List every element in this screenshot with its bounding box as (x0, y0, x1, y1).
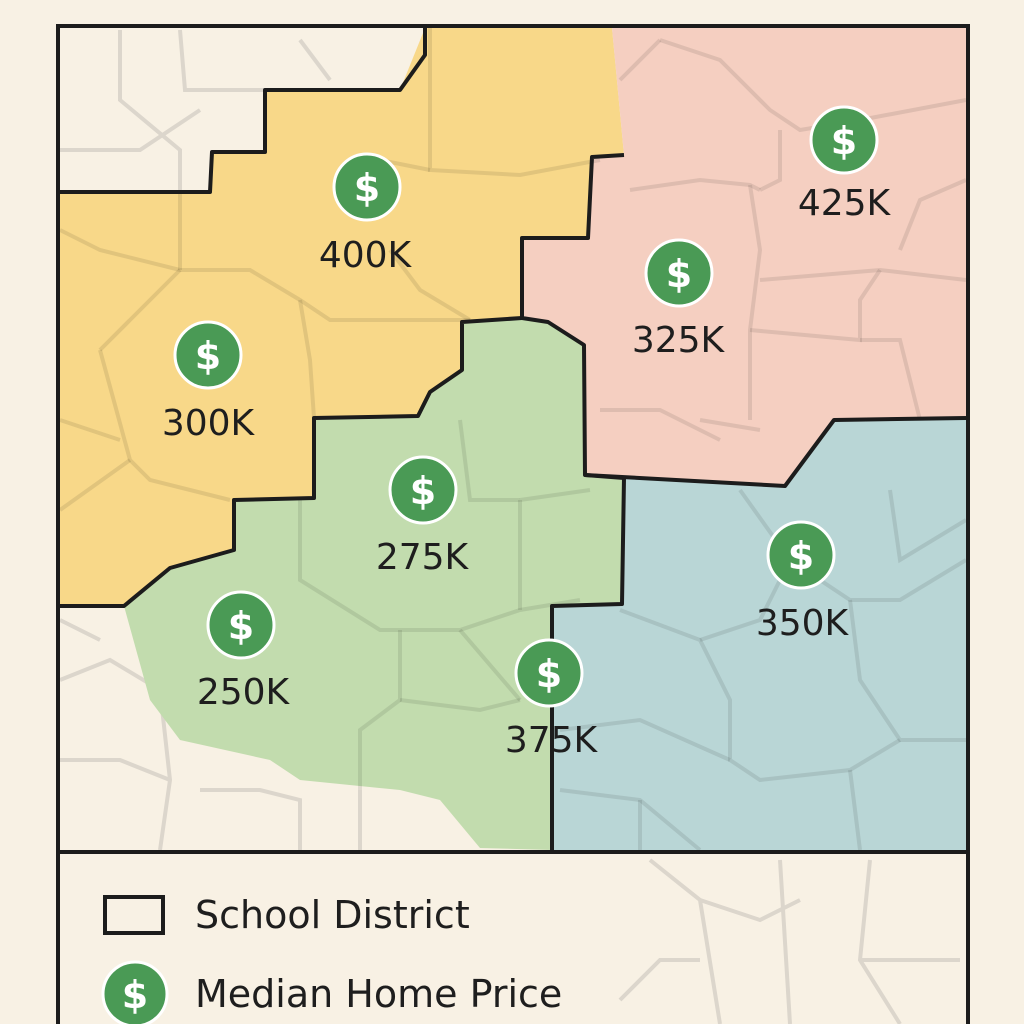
svg-text:$: $ (831, 119, 857, 163)
price-marker-325k: $325K (632, 238, 726, 361)
price-marker-300k: $300K (162, 320, 256, 444)
dollar-icon: $ (332, 152, 402, 222)
district-green (124, 318, 624, 850)
price-label: 250K (197, 672, 291, 713)
background-streets (59, 29, 960, 1024)
price-marker-400k: $400K (319, 152, 413, 276)
price-marker-375k: $375K (505, 638, 599, 761)
svg-text:$: $ (354, 166, 380, 210)
dollar-icon: $ (514, 638, 584, 708)
district-outline-icon (103, 895, 165, 935)
price-label: 325K (632, 320, 726, 361)
price-label: 350K (756, 603, 850, 644)
svg-text:$: $ (536, 652, 562, 696)
dollar-icon: $ (644, 238, 714, 308)
district-blue (552, 418, 966, 850)
price-marker-250k: $250K (197, 590, 291, 713)
price-label: 300K (162, 403, 256, 444)
dollar-icon: $ (766, 520, 836, 590)
price-label: 275K (376, 537, 470, 578)
svg-text:$: $ (122, 973, 148, 1017)
svg-text:$: $ (410, 469, 436, 513)
price-label: 400K (319, 235, 413, 276)
dollar-icon: $ (101, 960, 169, 1024)
price-marker-275k: $275K (376, 455, 470, 578)
svg-text:$: $ (788, 534, 814, 578)
price-marker-425k: $425K (798, 105, 892, 224)
dollar-icon: $ (173, 320, 243, 390)
svg-text:$: $ (195, 334, 221, 378)
district-streets (58, 28, 968, 852)
svg-text:$: $ (228, 604, 254, 648)
price-marker-350k: $350K (756, 520, 850, 644)
price-label: 375K (505, 720, 599, 761)
legend-median-home-price-label: Median Home Price (195, 972, 562, 1016)
price-label: 425K (798, 183, 892, 224)
dollar-icon: $ (809, 105, 879, 175)
district-yellow (60, 28, 624, 606)
legend: School District $ Median Home Price (56, 850, 970, 1024)
svg-text:$: $ (666, 252, 692, 296)
price-markers: $400K$300K$425K$325K$275K$250K $375K$350K (162, 105, 892, 761)
legend-school-district-label: School District (195, 893, 470, 937)
dollar-icon: $ (206, 590, 276, 660)
dollar-icon: $ (388, 455, 458, 525)
